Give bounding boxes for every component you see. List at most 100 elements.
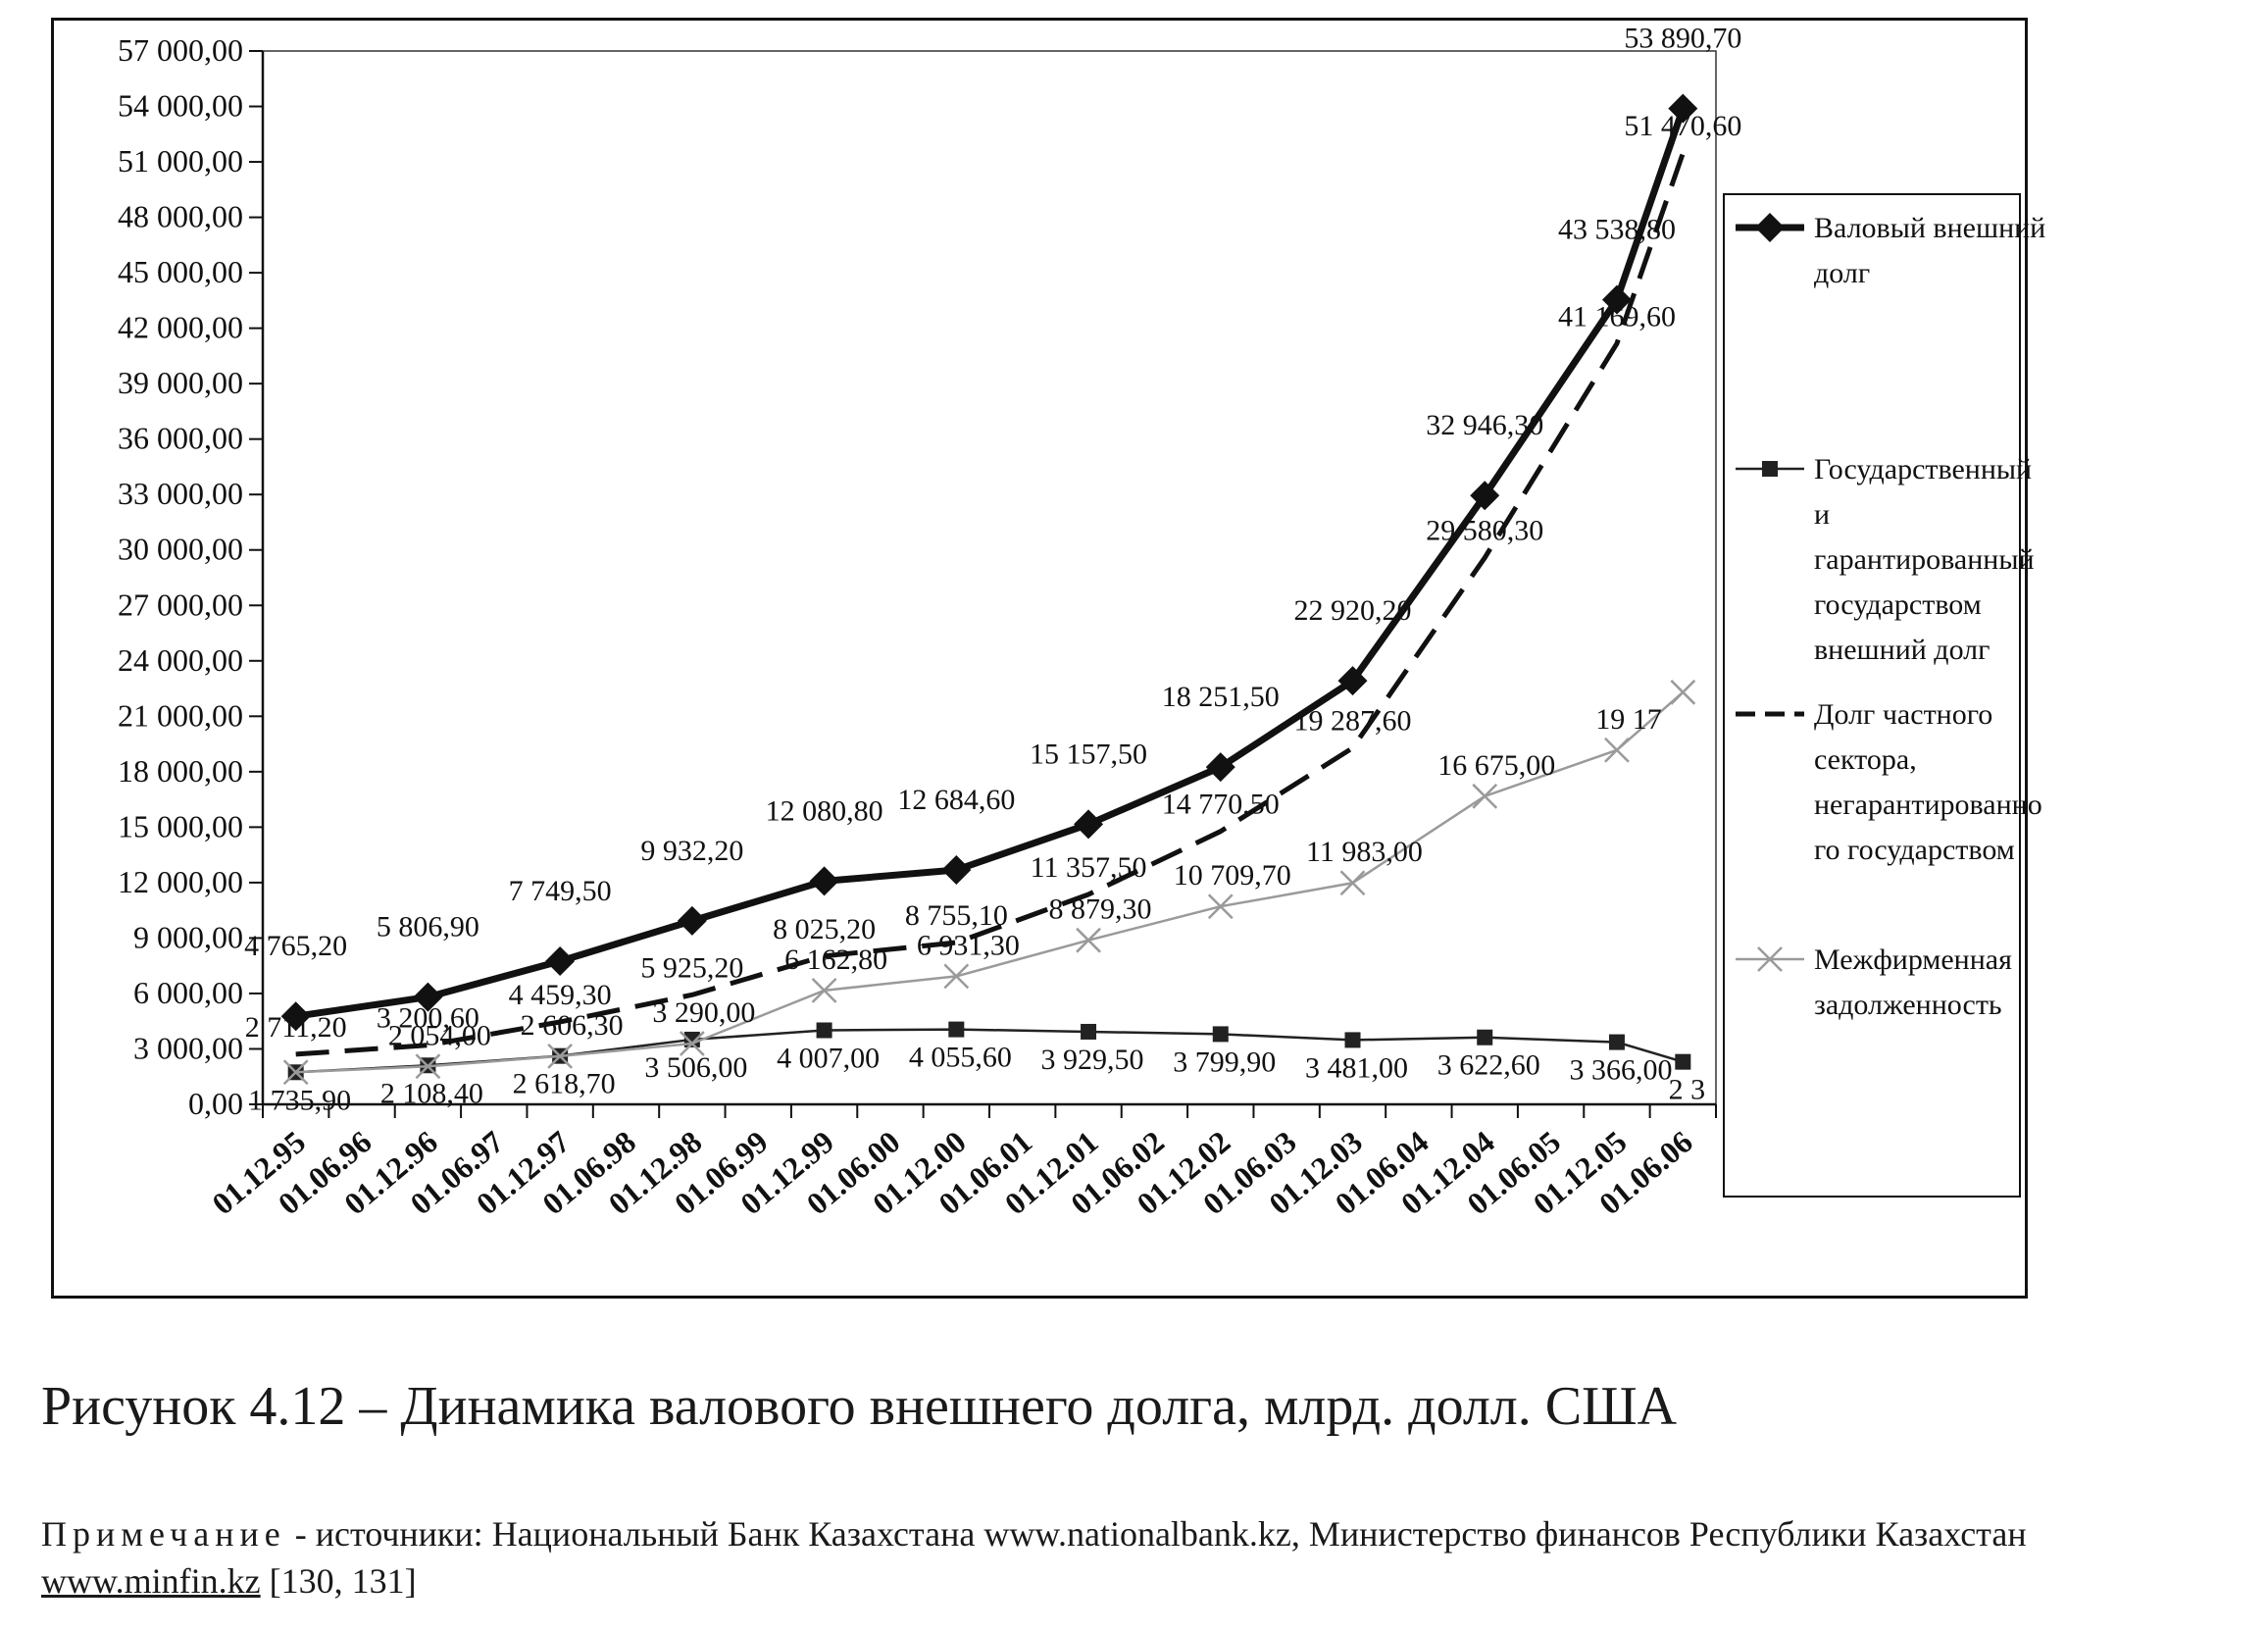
legend-label: задолженность (1814, 989, 2002, 1021)
data-label: 41 169,60 (1558, 300, 1676, 332)
data-label: 3 200,60 (377, 1002, 479, 1035)
data-label: 19 287,60 (1294, 705, 1412, 738)
data-label: 12 080,80 (766, 794, 883, 827)
data-label: 12 684,60 (897, 784, 1015, 816)
data-label: 14 770,50 (1162, 789, 1280, 821)
y-tick-label: 12 000,00 (118, 864, 243, 899)
legend-swatch-marker (1755, 213, 1785, 242)
y-tick-label: 39 000,00 (118, 365, 243, 400)
legend-label: Государственный (1814, 453, 2032, 485)
data-point-marker (941, 854, 972, 885)
series-line-4 (295, 690, 1685, 1074)
figure-caption: Рисунок 4.12 – Динамика валового внешнег… (41, 1376, 1678, 1437)
minfin-link[interactable]: www.minfin.kz (41, 1561, 261, 1601)
data-point-marker (282, 1059, 309, 1086)
data-point-marker (816, 1022, 832, 1039)
cross-stroke (679, 1031, 705, 1056)
cross-stroke (415, 1053, 441, 1080)
data-label: 1 735,90 (248, 1084, 351, 1116)
data-label: 3 366,00 (1569, 1054, 1672, 1087)
data-point-marker (1074, 809, 1104, 840)
data-label: 8 879,30 (1049, 893, 1152, 926)
data-label: 6 162,80 (784, 944, 887, 976)
data-point-marker (1668, 93, 1698, 124)
chart-legend: Валовый внешний долг Государственный и гаран… (1723, 193, 2045, 1198)
y-tick-label: 0,00 (188, 1086, 243, 1121)
legend-label: и (1814, 498, 1830, 531)
series-line-3 (295, 152, 1686, 1057)
data-label: 3 799,90 (1173, 1046, 1276, 1078)
data-point-marker (1470, 481, 1500, 511)
y-tick-label: 48 000,00 (118, 199, 243, 234)
data-label: 19 17 (1595, 703, 1662, 736)
y-tick-label: 33 000,00 (118, 476, 243, 511)
data-point-marker (1675, 1053, 1691, 1070)
data-point-marker (809, 866, 839, 896)
data-label: 4 459,30 (509, 979, 612, 1011)
y-tick-label: 6 000,00 (133, 975, 243, 1010)
y-tick-label: 9 000,00 (133, 919, 243, 954)
data-label: 2 711,20 (245, 1011, 347, 1044)
data-label: 32 946,30 (1426, 409, 1543, 441)
data-label: 4 007,00 (777, 1042, 880, 1074)
data-label: 18 251,50 (1162, 681, 1280, 713)
chart-series (280, 93, 1698, 1086)
data-label: 3 929,50 (1041, 1044, 1144, 1076)
cross-stroke (1604, 737, 1630, 763)
legend-swatch-marker (1757, 946, 1783, 972)
cross-stroke (811, 977, 837, 1003)
source-note: Примечание - источники: Национальный Бан… (41, 1510, 2238, 1605)
data-label: 2 606,30 (521, 1009, 624, 1042)
data-point-marker (1076, 927, 1101, 953)
data-label: 11 357,50 (1031, 851, 1147, 884)
y-tick-label: 36 000,00 (118, 421, 243, 456)
data-label: 2 054,00 (388, 1019, 491, 1051)
data-point-marker (1477, 1029, 1493, 1046)
chart-frame (51, 18, 2028, 1299)
legend-label: государством (1814, 588, 1982, 621)
data-label: 43 538,80 (1558, 214, 1676, 246)
data-point-marker (679, 1031, 705, 1056)
y-tick-label: 30 000,00 (118, 532, 243, 567)
data-point-marker (547, 1044, 574, 1069)
data-label: 10 709,70 (1174, 859, 1291, 892)
data-point-marker (413, 982, 443, 1012)
legend-label: сектора, (1814, 743, 1917, 776)
data-point-marker (1339, 870, 1366, 896)
cross-stroke (1472, 783, 1498, 809)
series-line-1 (295, 107, 1687, 1020)
data-label: 22 920,20 (1294, 594, 1412, 627)
legend-box (1723, 193, 2021, 1198)
data-point-marker (415, 1053, 441, 1080)
data-label: 8 025,20 (773, 913, 876, 945)
data-label: 2 618,70 (513, 1068, 616, 1100)
cross-stroke (943, 963, 970, 990)
data-label: 16 675,00 (1437, 749, 1555, 782)
data-point-marker (1212, 1026, 1229, 1043)
y-tick-label: 3 000,00 (133, 1030, 243, 1065)
note-refs: [130, 131] (260, 1561, 417, 1601)
data-label: 11 983,00 (1306, 836, 1423, 868)
legend-swatch-marker (1762, 461, 1778, 477)
data-point-marker (1472, 783, 1498, 809)
cross-stroke (1757, 946, 1783, 972)
data-label: 53 890,70 (1624, 23, 1741, 55)
legend-label: Долг частного (1814, 698, 1992, 731)
y-tick-label: 18 000,00 (118, 753, 243, 789)
data-point-marker (677, 905, 707, 936)
y-tick-label: 42 000,00 (118, 310, 243, 345)
data-point-marker (1670, 679, 1696, 705)
cross-stroke (1670, 679, 1696, 705)
data-label: 51 470,60 (1624, 110, 1741, 142)
data-label: 15 157,50 (1030, 738, 1147, 770)
data-point-marker (545, 945, 576, 976)
data-point-marker (943, 963, 970, 990)
data-label: 9 932,20 (640, 835, 743, 867)
data-point-marker (1604, 737, 1630, 763)
data-label: 3 622,60 (1437, 1049, 1540, 1082)
note-prefix: Примечание (41, 1514, 286, 1554)
data-label: 6 931,30 (917, 929, 1020, 961)
data-label: 3 290,00 (652, 996, 755, 1029)
legend-label: негарантированно (1814, 789, 2042, 821)
